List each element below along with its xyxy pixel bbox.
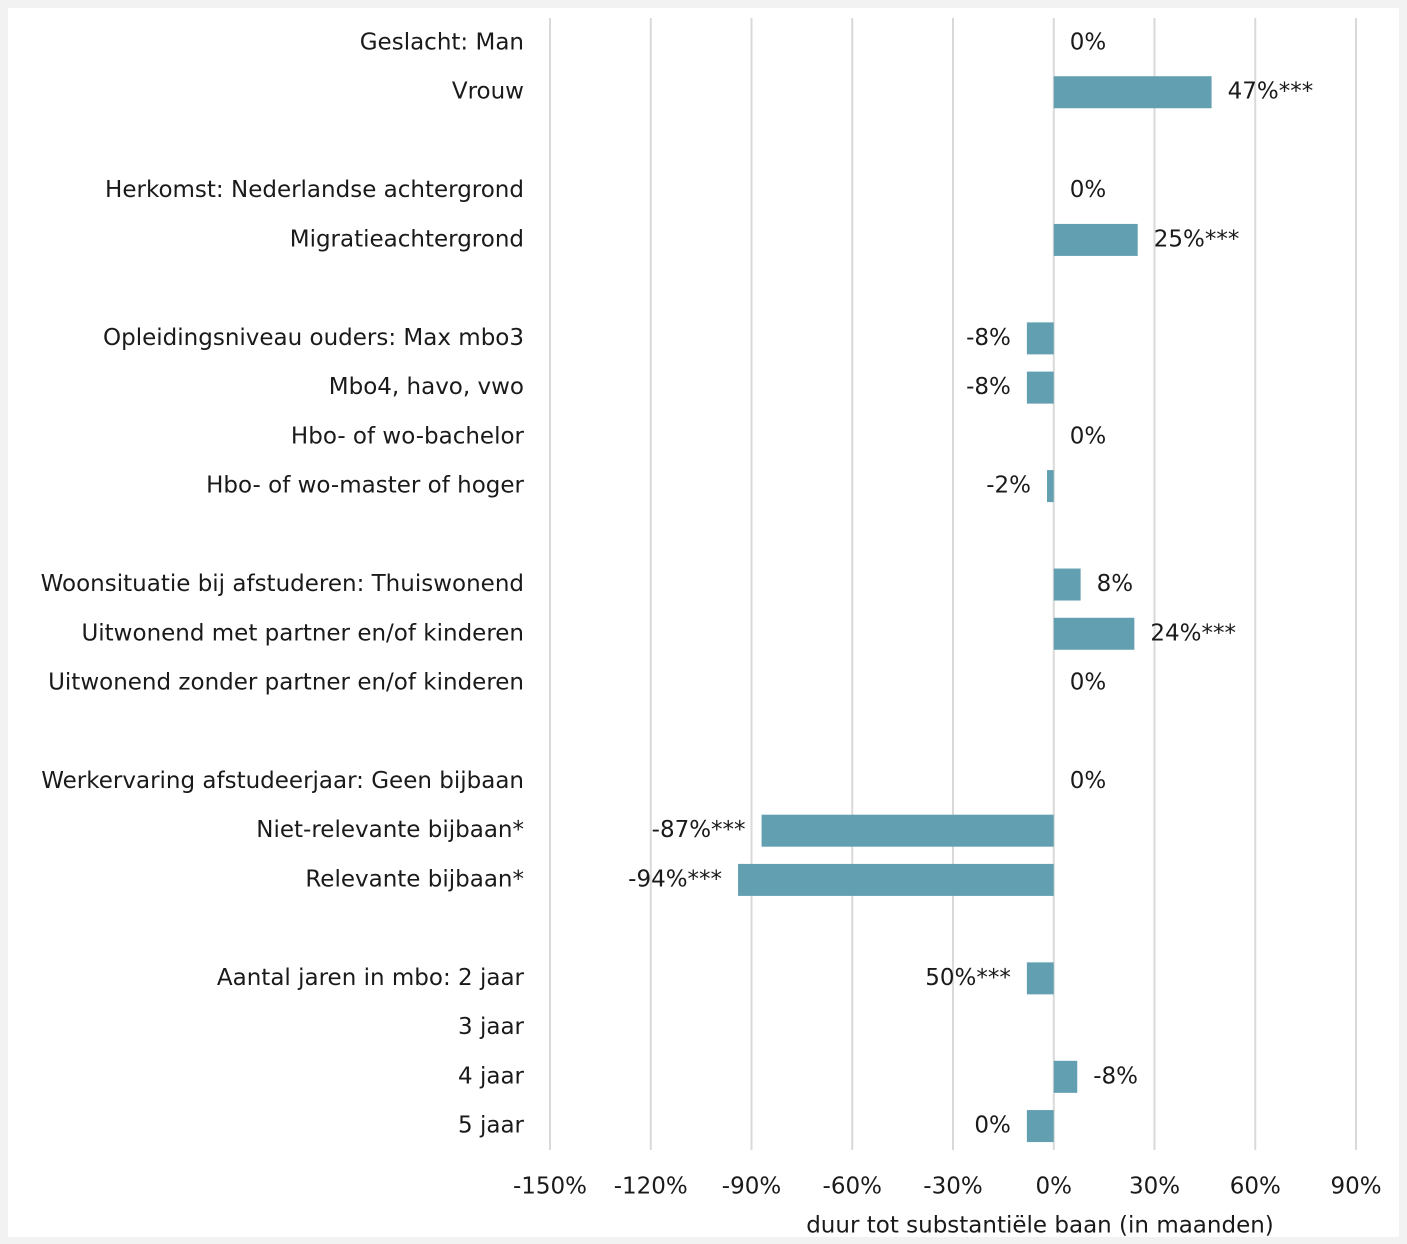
bar	[1053, 223, 1138, 256]
y-tick-label: Geslacht: Man	[360, 30, 524, 56]
value-label: 0%	[1070, 177, 1107, 203]
bar	[1053, 617, 1135, 650]
x-tick-label: -150%	[513, 1174, 587, 1200]
bar	[738, 863, 1054, 896]
value-label: 0%	[1070, 669, 1107, 695]
bar	[761, 814, 1054, 847]
y-tick-label: Herkomst: Nederlandse achtergrond	[105, 177, 524, 203]
y-tick-label: Niet-relevante bijbaan*	[256, 817, 524, 843]
y-tick-label: Uitwonend zonder partner en/of kinderen	[48, 669, 524, 695]
annotation: -8%	[1093, 1063, 1138, 1089]
value-label: -87%***	[652, 817, 746, 843]
y-tick-label: 4 jaar	[458, 1063, 525, 1089]
value-label: 25%***	[1154, 226, 1240, 252]
x-tick-label: 90%	[1330, 1174, 1381, 1200]
y-tick-label: Opleidingsniveau ouders: Max mbo3	[103, 325, 524, 351]
x-tick-label: 0%	[1036, 1174, 1073, 1200]
bar	[1026, 1110, 1054, 1143]
y-tick-label: Hbo- of wo-master of hoger	[206, 473, 524, 499]
y-tick-label: 3 jaar	[458, 1014, 525, 1040]
plot-panel	[8, 8, 1399, 1237]
value-label: 47%***	[1228, 79, 1314, 105]
y-tick-label: Werkervaring afstudeerjaar: Geen bijbaan	[41, 768, 524, 794]
y-tick-label: Aantal jaren in mbo: 2 jaar	[217, 965, 525, 991]
x-tick-label: 30%	[1129, 1174, 1180, 1200]
annotation: 50%***	[925, 965, 1011, 991]
annotation: 0%	[974, 1113, 1011, 1139]
bar	[1026, 322, 1054, 355]
x-axis-title: duur tot substantiële baan (in maanden)	[806, 1213, 1274, 1239]
value-label: -8%	[966, 374, 1011, 400]
value-label: 8%	[1097, 571, 1134, 597]
y-tick-label: Vrouw	[452, 79, 524, 105]
bar	[1053, 1060, 1078, 1093]
bar	[1026, 962, 1054, 995]
bar	[1047, 470, 1054, 503]
x-tick-label: -30%	[923, 1174, 982, 1200]
y-tick-label: Relevante bijbaan*	[305, 866, 524, 892]
value-label: -94%***	[628, 866, 722, 892]
value-label: 0%	[1070, 30, 1107, 56]
bar	[1053, 568, 1081, 601]
value-label: -8%	[966, 325, 1011, 351]
x-tick-label: -90%	[722, 1174, 781, 1200]
y-tick-label: Mbo4, havo, vwo	[329, 374, 524, 400]
value-label: 0%	[1070, 423, 1107, 449]
y-tick-label: Woonsituatie bij afstuderen: Thuiswonend	[41, 571, 524, 597]
y-tick-label: Migratieachtergrond	[290, 226, 524, 252]
x-tick-label: 60%	[1230, 1174, 1281, 1200]
y-tick-label: Hbo- of wo-bachelor	[291, 423, 525, 449]
value-label: 0%	[1070, 768, 1107, 794]
value-label: -2%	[986, 473, 1031, 499]
x-tick-label: -60%	[823, 1174, 882, 1200]
x-tick-label: -120%	[614, 1174, 688, 1200]
y-tick-label: Uitwonend met partner en/of kinderen	[81, 620, 524, 646]
bar	[1053, 76, 1212, 109]
bar	[1026, 371, 1054, 404]
value-label: 24%***	[1150, 620, 1236, 646]
y-tick-label: 5 jaar	[458, 1113, 525, 1139]
